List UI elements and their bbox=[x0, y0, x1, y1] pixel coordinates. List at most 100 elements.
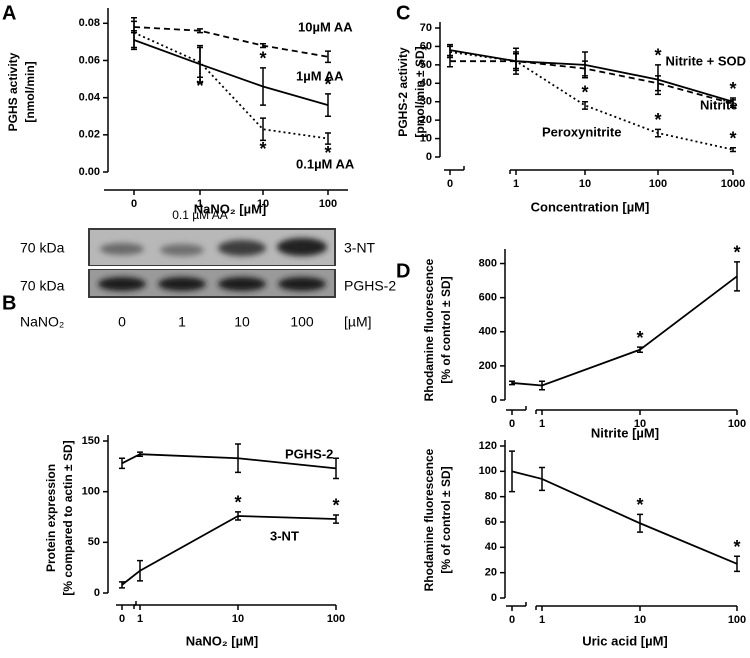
series-label: Nitrite bbox=[700, 97, 738, 112]
error-bar bbox=[509, 380, 515, 386]
y-tick-label: 30 bbox=[420, 96, 432, 108]
error-bar bbox=[333, 514, 339, 524]
y-tick-label: 40 bbox=[485, 541, 497, 553]
error-bar bbox=[333, 457, 339, 480]
error-bar bbox=[582, 100, 588, 110]
error-bar bbox=[131, 16, 137, 49]
error-bar bbox=[539, 466, 545, 492]
x-axis-label: Uric acid [µM] bbox=[582, 633, 668, 648]
chart: D 0 200 400 600 800 0 1 10 100 Nitrite [µM] Rhodami… bbox=[396, 243, 746, 441]
x-tick-label: 0 bbox=[447, 178, 453, 190]
series-line bbox=[133, 31, 329, 140]
y-tick-label: 40 bbox=[420, 77, 432, 89]
y-tick-label: 70 bbox=[420, 22, 432, 34]
y-tick-label: 50 bbox=[88, 536, 100, 548]
y-tick-label: 0.08 bbox=[79, 17, 100, 29]
y-tick-label: 10 bbox=[420, 132, 432, 144]
y-tick-label: 0.04 bbox=[79, 92, 101, 104]
y-axis-label: PGHS-2 activity bbox=[396, 47, 410, 137]
x-tick-label: 1000 bbox=[721, 178, 745, 190]
x-tick-label: 10 bbox=[232, 613, 244, 625]
x-tick-label: 100 bbox=[327, 613, 345, 625]
significance: * bbox=[332, 496, 339, 516]
y-tick-label: 50 bbox=[420, 59, 432, 71]
error-bar bbox=[513, 51, 519, 72]
y-tick-label: 0.06 bbox=[79, 54, 100, 66]
y-tick-label: 800 bbox=[479, 257, 497, 269]
y-tick-label: 0 bbox=[491, 592, 497, 604]
error-bar bbox=[260, 67, 266, 106]
significance: * bbox=[196, 76, 203, 96]
x-axis-label: NaNO₂ [µM] bbox=[186, 633, 258, 648]
y-tick-label: 0.00 bbox=[79, 166, 100, 178]
series-label: Nitrite + SOD bbox=[665, 53, 746, 68]
x-tick-label: 100 bbox=[728, 418, 746, 430]
y-tick-label: 0 bbox=[491, 394, 497, 406]
series-line bbox=[511, 470, 738, 565]
error-bar bbox=[509, 450, 515, 493]
x-tick-label: 0 bbox=[131, 198, 137, 210]
y-tick-label: 100 bbox=[479, 465, 497, 477]
error-bar bbox=[197, 28, 203, 34]
significance: * bbox=[234, 493, 241, 513]
x-tick-label: 0 bbox=[509, 418, 515, 430]
series-line bbox=[133, 39, 329, 106]
error-bar bbox=[325, 50, 331, 64]
chart: 0 20 40 60 80 100 120 0 1 10 100 Uric acid [µM] Rhod… bbox=[422, 440, 746, 649]
y-tick-label: 200 bbox=[479, 360, 497, 372]
blot-condition: 0.1 µM AA bbox=[172, 208, 228, 222]
series-label: 1µM AA bbox=[296, 68, 344, 83]
error-bar bbox=[235, 443, 241, 474]
x-axis-label: NaNO₂ [µM] bbox=[194, 201, 266, 216]
x-tick-label: 0 bbox=[509, 614, 515, 626]
y-tick-label: 120 bbox=[479, 440, 497, 452]
x-tick-label: 0 bbox=[119, 613, 125, 625]
y-axis-label: [% compared to actin ± SD] bbox=[61, 440, 75, 595]
lane-label: 100 bbox=[290, 314, 314, 330]
treatment: NaNO₂ bbox=[20, 314, 64, 330]
error-bar bbox=[325, 93, 331, 117]
error-bar bbox=[119, 457, 125, 470]
series-line bbox=[133, 26, 329, 58]
unit: [µM] bbox=[344, 314, 372, 330]
blot-separator bbox=[88, 266, 336, 269]
series-line bbox=[121, 515, 337, 586]
series-label: Peroxynitrite bbox=[542, 124, 621, 139]
y-tick-label: 0 bbox=[94, 587, 100, 599]
error-bar bbox=[119, 581, 125, 589]
x-axis-label: Concentration [µM] bbox=[531, 199, 650, 214]
y-axis-label: [% of control ± SD] bbox=[439, 276, 453, 383]
lane-label: 10 bbox=[234, 314, 250, 330]
y-axis-label: PGHS activity bbox=[6, 52, 20, 131]
significance: * bbox=[733, 537, 740, 557]
error-bar bbox=[734, 261, 740, 292]
y-axis-label: Rhodamine fluorescence bbox=[422, 258, 436, 401]
panel-letter: B bbox=[2, 292, 16, 314]
y-tick-label: 100 bbox=[82, 486, 100, 498]
error-bar bbox=[447, 45, 453, 59]
error-bar bbox=[730, 99, 736, 108]
significance: * bbox=[636, 328, 643, 348]
significance: * bbox=[733, 243, 740, 263]
chart: C 0 10 20 30 40 50 60 70 0 1 10 100 1000 Concentration… bbox=[396, 2, 746, 214]
y-tick-label: 80 bbox=[485, 491, 497, 503]
band-label: 3-NT bbox=[344, 240, 376, 256]
series-line bbox=[511, 275, 738, 387]
significance: * bbox=[654, 110, 661, 130]
x-tick-label: 1 bbox=[513, 178, 519, 190]
x-tick-label: 1 bbox=[539, 614, 545, 626]
y-tick-label: 20 bbox=[485, 567, 497, 579]
band-label: PGHS-2 bbox=[344, 278, 396, 294]
band-size: 70 kDa bbox=[20, 278, 65, 294]
error-bar bbox=[137, 451, 143, 457]
series-line bbox=[121, 453, 337, 470]
error-bar bbox=[582, 60, 588, 77]
blot: B 0.1 µM AA 70 kDa 70 kDa 3-NT PGHS-2 Na… bbox=[2, 208, 396, 330]
x-tick-label: 1 bbox=[539, 418, 545, 430]
error-bar bbox=[655, 128, 661, 138]
error-bar bbox=[734, 555, 740, 573]
error-bar bbox=[539, 380, 545, 391]
panel-letter: D bbox=[396, 260, 410, 282]
